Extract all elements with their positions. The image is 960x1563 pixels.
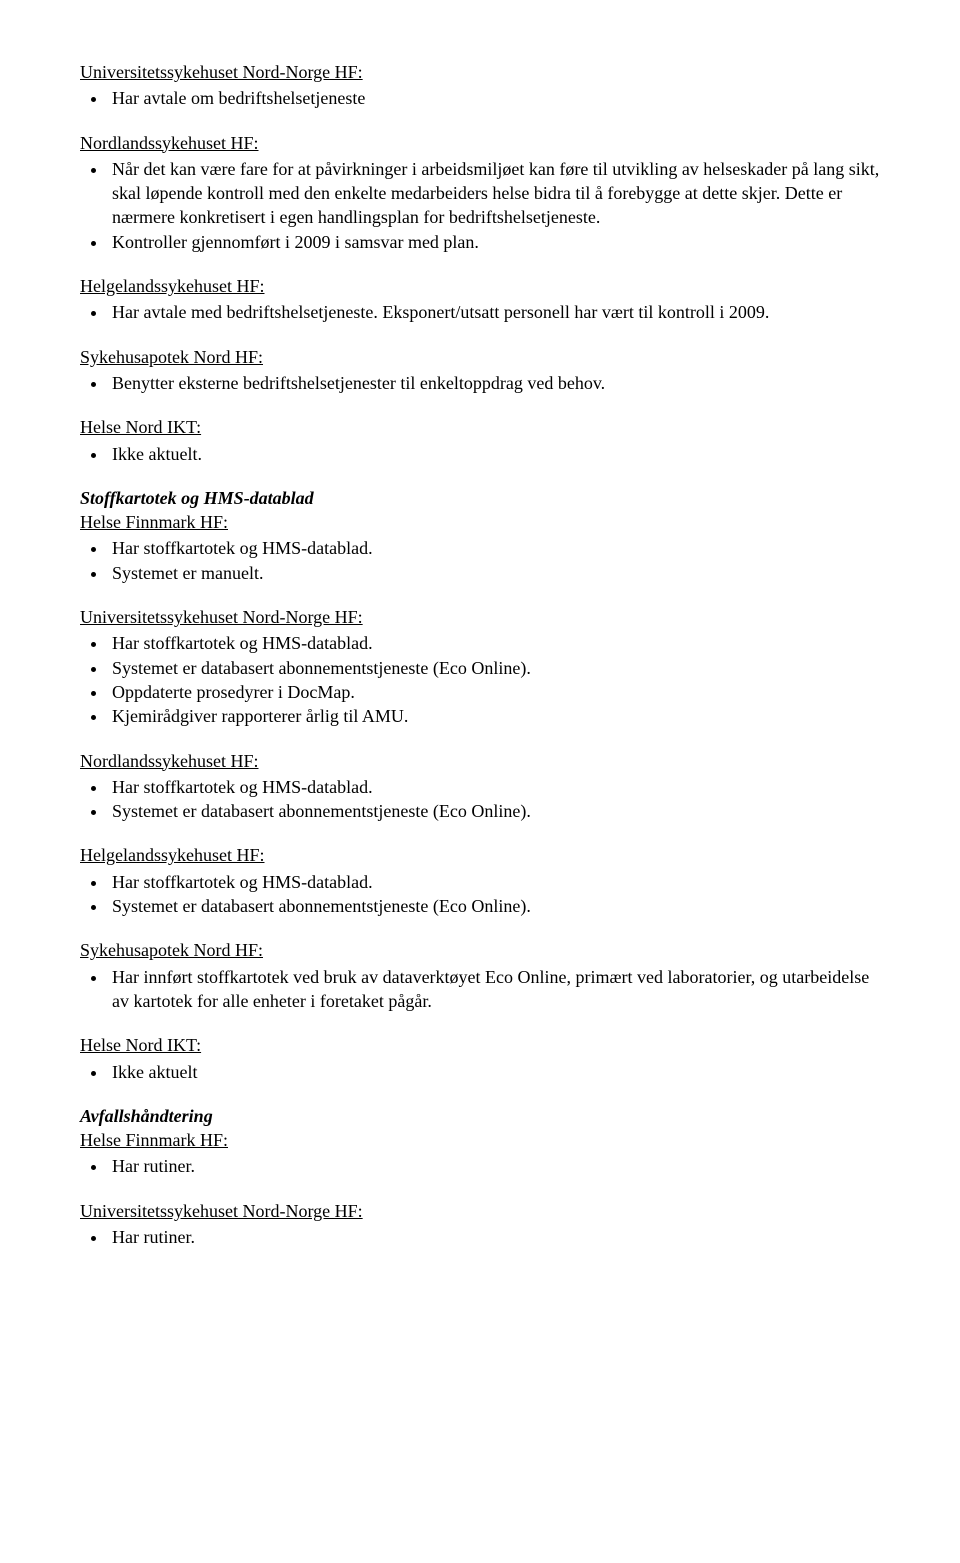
bullet-list: Har rutiner. bbox=[80, 1225, 880, 1249]
list-item: Har avtale om bedriftshelsetjeneste bbox=[108, 86, 880, 110]
bullet-list: Har avtale med bedriftshelsetjeneste. Ek… bbox=[80, 300, 880, 324]
list-item: Når det kan være fare for at påvirkninge… bbox=[108, 157, 880, 230]
bullet-list: Har stoffkartotek og HMS-datablad. Syste… bbox=[80, 631, 880, 728]
list-item: Ikke aktuelt. bbox=[108, 442, 880, 466]
bullet-list: Ikke aktuelt. bbox=[80, 442, 880, 466]
org-section: Universitetssykehuset Nord-Norge HF: Har… bbox=[80, 605, 880, 728]
org-heading: Sykehusapotek Nord HF: bbox=[80, 345, 880, 369]
bullet-list: Har stoffkartotek og HMS-datablad. Syste… bbox=[80, 870, 880, 919]
bullet-list: Benytter eksterne bedriftshelsetjenester… bbox=[80, 371, 880, 395]
list-item: Oppdaterte prosedyrer i DocMap. bbox=[108, 680, 880, 704]
org-heading: Helse Nord IKT: bbox=[80, 415, 880, 439]
list-item: Systemet er databasert abonnementstjenes… bbox=[108, 894, 880, 918]
org-heading: Universitetssykehuset Nord-Norge HF: bbox=[80, 60, 880, 84]
org-section: Helse Finnmark HF: Har stoffkartotek og … bbox=[80, 510, 880, 585]
bullet-list: Når det kan være fare for at påvirkninge… bbox=[80, 157, 880, 254]
org-heading: Sykehusapotek Nord HF: bbox=[80, 938, 880, 962]
list-item: Systemet er databasert abonnementstjenes… bbox=[108, 799, 880, 823]
list-item: Systemet er manuelt. bbox=[108, 561, 880, 585]
org-heading: Helse Finnmark HF: bbox=[80, 510, 880, 534]
org-section: Helse Finnmark HF: Har rutiner. bbox=[80, 1128, 880, 1179]
org-heading: Universitetssykehuset Nord-Norge HF: bbox=[80, 1199, 880, 1223]
list-item: Kontroller gjennomført i 2009 i samsvar … bbox=[108, 230, 880, 254]
org-heading: Helgelandssykehuset HF: bbox=[80, 843, 880, 867]
org-heading: Universitetssykehuset Nord-Norge HF: bbox=[80, 605, 880, 629]
subsection-title: Avfallshåndtering bbox=[80, 1104, 880, 1128]
org-section: Universitetssykehuset Nord-Norge HF: Har… bbox=[80, 1199, 880, 1250]
bullet-list: Ikke aktuelt bbox=[80, 1060, 880, 1084]
org-section: Sykehusapotek Nord HF: Benytter eksterne… bbox=[80, 345, 880, 396]
subsection-title: Stoffkartotek og HMS-datablad bbox=[80, 486, 880, 510]
org-section: Nordlandssykehuset HF: Når det kan være … bbox=[80, 131, 880, 254]
list-item: Ikke aktuelt bbox=[108, 1060, 880, 1084]
list-item: Har rutiner. bbox=[108, 1225, 880, 1249]
org-section: Sykehusapotek Nord HF: Har innført stoff… bbox=[80, 938, 880, 1013]
bullet-list: Har innført stoffkartotek ved bruk av da… bbox=[80, 965, 880, 1014]
org-heading: Nordlandssykehuset HF: bbox=[80, 131, 880, 155]
org-heading: Nordlandssykehuset HF: bbox=[80, 749, 880, 773]
list-item: Har stoffkartotek og HMS-datablad. bbox=[108, 631, 880, 655]
org-heading: Helgelandssykehuset HF: bbox=[80, 274, 880, 298]
bullet-list: Har avtale om bedriftshelsetjeneste bbox=[80, 86, 880, 110]
list-item: Har stoffkartotek og HMS-datablad. bbox=[108, 775, 880, 799]
org-section: Helse Nord IKT: Ikke aktuelt bbox=[80, 1033, 880, 1084]
list-item: Har stoffkartotek og HMS-datablad. bbox=[108, 870, 880, 894]
org-heading: Helse Finnmark HF: bbox=[80, 1128, 880, 1152]
list-item: Har rutiner. bbox=[108, 1154, 880, 1178]
org-section: Universitetssykehuset Nord-Norge HF: Har… bbox=[80, 60, 880, 111]
list-item: Har avtale med bedriftshelsetjeneste. Ek… bbox=[108, 300, 880, 324]
org-section: Helse Nord IKT: Ikke aktuelt. bbox=[80, 415, 880, 466]
list-item: Systemet er databasert abonnementstjenes… bbox=[108, 656, 880, 680]
bullet-list: Har rutiner. bbox=[80, 1154, 880, 1178]
list-item: Benytter eksterne bedriftshelsetjenester… bbox=[108, 371, 880, 395]
list-item: Har innført stoffkartotek ved bruk av da… bbox=[108, 965, 880, 1014]
org-heading: Helse Nord IKT: bbox=[80, 1033, 880, 1057]
org-section: Helgelandssykehuset HF: Har stoffkartote… bbox=[80, 843, 880, 918]
bullet-list: Har stoffkartotek og HMS-datablad. Syste… bbox=[80, 536, 880, 585]
bullet-list: Har stoffkartotek og HMS-datablad. Syste… bbox=[80, 775, 880, 824]
list-item: Har stoffkartotek og HMS-datablad. bbox=[108, 536, 880, 560]
list-item: Kjemirådgiver rapporterer årlig til AMU. bbox=[108, 704, 880, 728]
org-section: Nordlandssykehuset HF: Har stoffkartotek… bbox=[80, 749, 880, 824]
org-section: Helgelandssykehuset HF: Har avtale med b… bbox=[80, 274, 880, 325]
